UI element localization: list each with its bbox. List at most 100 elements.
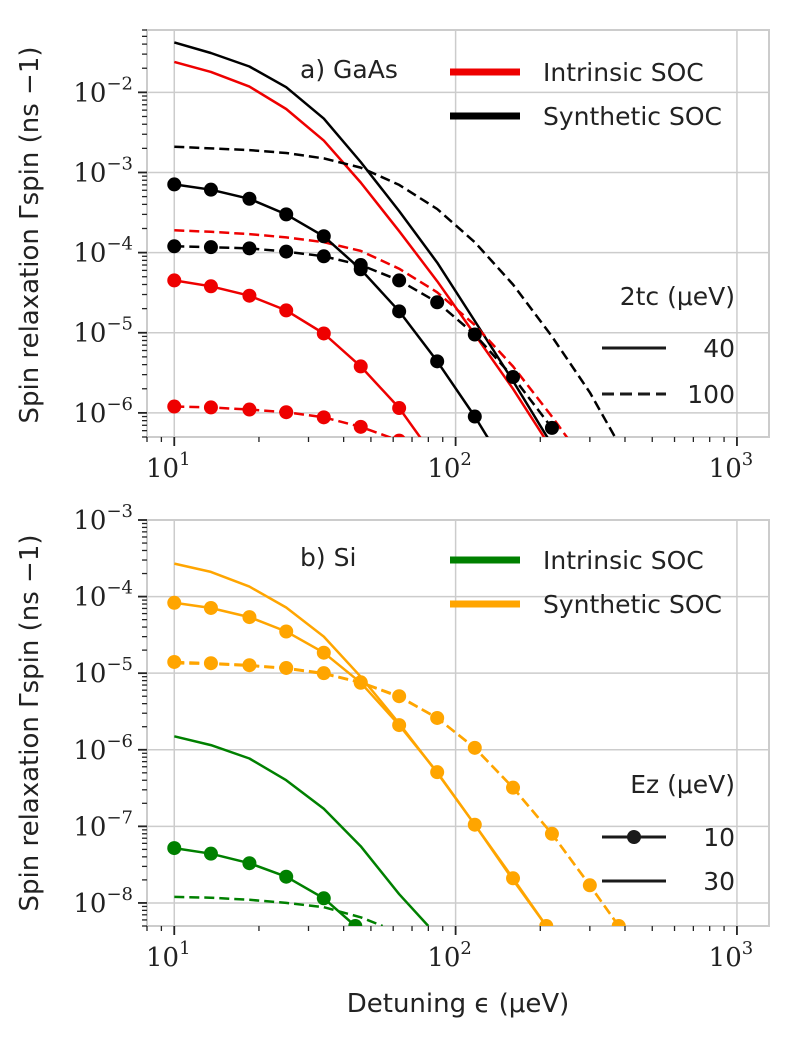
series-point bbox=[167, 273, 182, 288]
x-tick-exponent: 2 bbox=[460, 938, 471, 959]
series-point bbox=[353, 675, 368, 690]
series-point bbox=[279, 624, 294, 639]
series-point bbox=[316, 326, 331, 341]
series-point bbox=[279, 869, 294, 884]
series-point bbox=[392, 401, 407, 416]
panel-label: b) Si bbox=[300, 543, 356, 572]
y-tick-label: 10−3 bbox=[73, 153, 133, 188]
legend-style-label: 100 bbox=[687, 380, 735, 409]
x-tick-base: 10 bbox=[709, 943, 742, 973]
y-tick-base: 10 bbox=[73, 812, 106, 842]
series-point bbox=[316, 229, 331, 244]
series-point bbox=[203, 240, 218, 255]
series-line-1 bbox=[173, 41, 549, 437]
x-tick-exponent: 3 bbox=[742, 449, 753, 470]
series-point bbox=[430, 765, 445, 780]
y-tick-exponent: −3 bbox=[106, 501, 133, 522]
series-line-4 bbox=[174, 229, 569, 437]
series-point bbox=[203, 400, 218, 415]
y-tick-label: 10−4 bbox=[73, 234, 133, 269]
y-tick-label: 10−2 bbox=[73, 73, 133, 108]
y-tick-label: 10−3 bbox=[73, 501, 133, 536]
series-line-6 bbox=[174, 846, 357, 926]
y-tick-exponent: −8 bbox=[106, 884, 133, 905]
plot-frame bbox=[146, 519, 770, 927]
legend-title: 2tc (μeV) bbox=[620, 282, 735, 311]
y-tick-exponent: −4 bbox=[106, 234, 133, 255]
y-tick-exponent: −7 bbox=[106, 807, 133, 828]
series-point bbox=[167, 399, 182, 414]
series-point bbox=[203, 279, 218, 294]
series-line-2 bbox=[174, 601, 548, 926]
legend-style: Ez (μeV) 10 30 bbox=[602, 770, 735, 896]
legend-style-marker bbox=[627, 830, 641, 844]
y-tick-exponent: −6 bbox=[106, 731, 133, 752]
series-point bbox=[353, 258, 368, 273]
series-point bbox=[242, 241, 257, 256]
y-tick-label: 10−7 bbox=[73, 807, 133, 842]
legend-style: 2tc (μeV) 40 100 bbox=[602, 282, 735, 409]
series-point bbox=[167, 177, 182, 192]
y-tick-exponent: −4 bbox=[106, 578, 133, 599]
series-point bbox=[506, 780, 521, 795]
series-point bbox=[506, 370, 521, 385]
y-tick-exponent: −5 bbox=[106, 654, 133, 675]
x-axis-label: Detuning ϵ (μeV) bbox=[347, 989, 570, 1019]
series-point bbox=[242, 610, 257, 625]
series-point bbox=[242, 288, 257, 303]
x-tick-base: 10 bbox=[427, 454, 460, 484]
y-tick-base: 10 bbox=[73, 506, 106, 536]
series-point bbox=[430, 710, 445, 725]
series-point bbox=[467, 740, 482, 755]
series-point bbox=[316, 410, 331, 425]
series-point bbox=[392, 304, 407, 319]
series-point bbox=[316, 666, 331, 681]
y-tick-exponent: −6 bbox=[106, 394, 133, 415]
series-point bbox=[467, 327, 482, 342]
x-tick-base: 10 bbox=[709, 454, 742, 484]
legend-label: Synthetic SOC bbox=[543, 590, 722, 619]
series-point bbox=[203, 846, 218, 861]
series-point bbox=[242, 402, 257, 417]
series-point bbox=[353, 419, 368, 434]
x-tick-label: 102 bbox=[427, 449, 472, 484]
series-point bbox=[167, 654, 182, 669]
series-line-2 bbox=[173, 60, 546, 437]
series-point bbox=[348, 919, 363, 926]
x-tick-label: 103 bbox=[709, 938, 754, 973]
series-line-5 bbox=[174, 183, 489, 437]
x-tick-label: 102 bbox=[427, 938, 472, 973]
x-tick-exponent: 1 bbox=[179, 938, 190, 959]
y-tick-label: 10−4 bbox=[73, 578, 133, 613]
y-tick-exponent: −2 bbox=[106, 73, 133, 94]
series-point bbox=[544, 826, 559, 841]
legend-style-label: 10 bbox=[703, 823, 735, 852]
legend-color: Intrinsic SOC Synthetic SOC bbox=[450, 58, 722, 131]
series-point bbox=[392, 273, 407, 288]
y-tick-base: 10 bbox=[73, 659, 106, 689]
series-point bbox=[203, 600, 218, 615]
series-group bbox=[167, 562, 626, 926]
series-point bbox=[316, 891, 331, 906]
series-group bbox=[167, 41, 617, 437]
legend-label: Synthetic SOC bbox=[543, 102, 722, 131]
y-tick-label: 10−5 bbox=[73, 314, 133, 349]
y-tick-base: 10 bbox=[73, 399, 106, 429]
series-point bbox=[582, 878, 597, 893]
series-point bbox=[467, 817, 482, 832]
x-tick-label: 103 bbox=[709, 449, 754, 484]
y-tick-base: 10 bbox=[73, 239, 106, 269]
x-tick-label: 101 bbox=[146, 938, 191, 973]
series-point bbox=[279, 303, 294, 318]
series-point bbox=[167, 595, 182, 610]
legend-color: Intrinsic SOC Synthetic SOC bbox=[450, 546, 722, 619]
y-tick-label: 10−8 bbox=[73, 884, 133, 919]
series-point bbox=[242, 856, 257, 871]
x-tick-exponent: 2 bbox=[460, 449, 471, 470]
x-tick-base: 10 bbox=[427, 943, 460, 973]
y-tick-exponent: −5 bbox=[106, 314, 133, 335]
y-tick-base: 10 bbox=[73, 158, 106, 188]
series-point bbox=[279, 405, 294, 420]
